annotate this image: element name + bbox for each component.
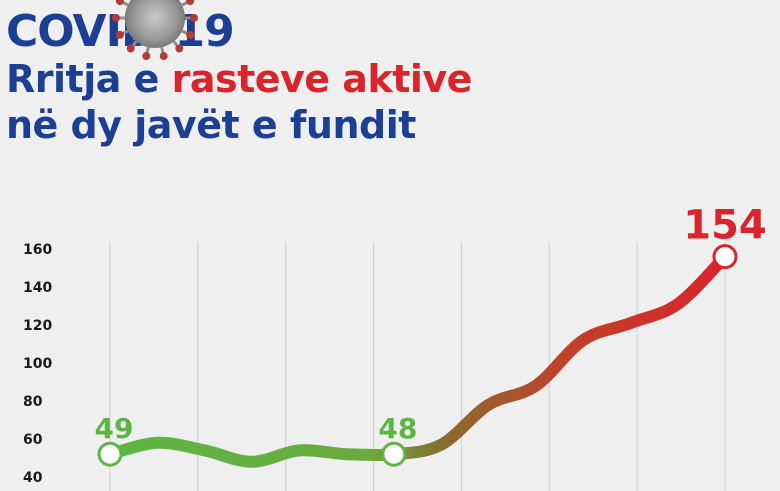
- y-tick-label: 60: [23, 432, 43, 448]
- data-point-marker: [381, 441, 407, 467]
- virus-spike-tip: [126, 44, 135, 53]
- subtitle-line1: Rritja e rasteve aktive: [6, 56, 472, 102]
- data-point-label: 48: [378, 412, 417, 445]
- data-point-marker: [712, 244, 738, 270]
- y-tick-label: 140: [23, 280, 52, 296]
- data-point-label: 154: [683, 203, 767, 249]
- data-points: 49 48 154: [95, 203, 767, 467]
- y-axis: 160 140 120 100 80 60 40: [23, 242, 52, 486]
- series-line: [104, 250, 731, 468]
- data-point-label: 49: [95, 412, 134, 445]
- virus-spike-tip: [159, 52, 168, 61]
- series-path: [104, 250, 731, 468]
- virus-spike-tip: [142, 52, 151, 61]
- y-tick-label: 100: [23, 356, 52, 372]
- virus-spike-tip: [112, 14, 120, 22]
- subtitle-part-red: rasteve aktive: [171, 57, 473, 101]
- virus-spike-tip: [115, 0, 124, 6]
- y-tick-label: 160: [23, 242, 52, 258]
- virus-spike-tip: [115, 30, 124, 39]
- virus-spike-tip: [190, 14, 198, 22]
- coronavirus-image: [112, 0, 198, 61]
- virus-spike-tip: [186, 30, 195, 39]
- virus-body: [125, 0, 185, 48]
- subtitle-line2: në dy javët e fundit: [6, 103, 416, 147]
- subtitle-part-blue: Rritja e: [6, 57, 172, 101]
- y-tick-label: 40: [23, 470, 43, 486]
- y-tick-label: 120: [23, 318, 52, 334]
- virus-spike-tip: [175, 44, 184, 53]
- virus-spike-tip: [186, 0, 195, 6]
- data-point-marker: [97, 441, 123, 467]
- y-tick-label: 80: [23, 394, 43, 410]
